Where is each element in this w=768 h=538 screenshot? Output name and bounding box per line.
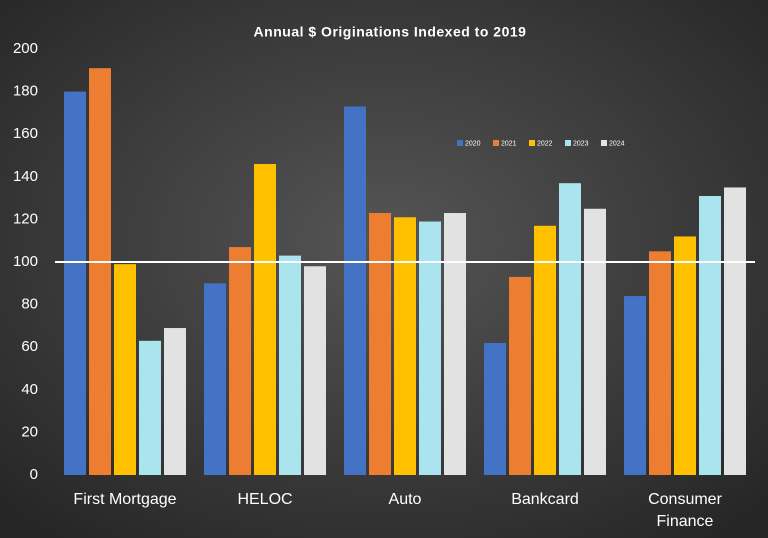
- bar: [419, 221, 441, 475]
- bar: [559, 183, 581, 475]
- legend-swatch: [457, 140, 463, 146]
- bar: [64, 91, 86, 475]
- bar: [139, 340, 161, 475]
- y-tick-label: 180: [13, 83, 38, 100]
- y-tick-label: 120: [13, 210, 38, 227]
- bar: [279, 255, 301, 475]
- bar: [304, 266, 326, 475]
- bar: [699, 195, 721, 475]
- legend-swatch: [601, 140, 607, 146]
- y-tick-label: 80: [21, 296, 38, 313]
- y-tick-label: 140: [13, 168, 38, 185]
- y-tick-label: 40: [21, 381, 38, 398]
- bar: [509, 276, 531, 475]
- legend-label: 2022: [537, 140, 553, 147]
- bar: [369, 213, 391, 475]
- bar: [674, 236, 696, 475]
- legend-label: 2021: [501, 140, 517, 147]
- chart-title: Annual $ Originations Indexed to 2019: [254, 24, 527, 40]
- legend-label: 2023: [573, 140, 589, 147]
- bar: [164, 328, 186, 475]
- bar: [624, 296, 646, 475]
- legend-swatch: [529, 140, 535, 146]
- y-tick-label: 0: [30, 466, 38, 483]
- bar: [724, 187, 746, 475]
- bar: [444, 213, 466, 475]
- legend-swatch: [565, 140, 571, 146]
- bar: [584, 208, 606, 475]
- legend-label: 2024: [609, 140, 625, 147]
- bar: [89, 68, 111, 476]
- y-tick-label: 20: [21, 423, 38, 440]
- bar: [344, 106, 366, 475]
- x-tick-label: First Mortgage: [73, 491, 176, 508]
- x-tick-label: HELOC: [237, 491, 292, 508]
- y-tick-label: 60: [21, 338, 38, 355]
- x-tick-label: Auto: [389, 491, 422, 508]
- y-tick-label: 200: [13, 40, 38, 57]
- bar: [484, 342, 506, 475]
- bar: [394, 217, 416, 475]
- bar: [254, 164, 276, 475]
- x-tick-label: Bankcard: [511, 491, 579, 508]
- bar: [204, 283, 226, 475]
- bar: [114, 264, 136, 475]
- x-tick-label: Consumer Finance: [648, 491, 722, 530]
- legend-swatch: [493, 140, 499, 146]
- bar: [649, 251, 671, 475]
- y-tick-label: 100: [13, 253, 38, 270]
- bar: [229, 247, 251, 475]
- bar: [534, 225, 556, 475]
- y-tick-label: 160: [13, 125, 38, 142]
- legend-label: 2020: [465, 140, 481, 147]
